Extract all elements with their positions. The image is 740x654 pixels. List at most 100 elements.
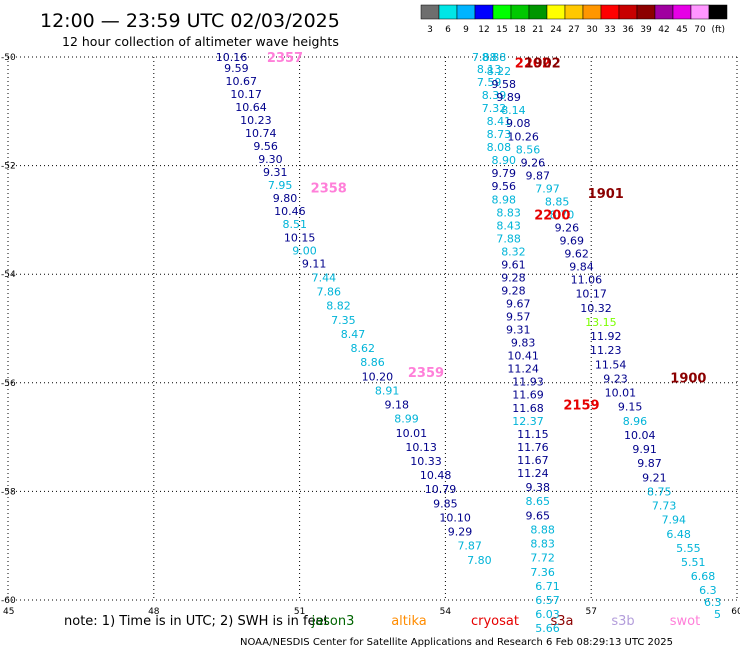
- colorbar-swatch: [438, 4, 458, 20]
- wave-height-point: 10.16: [216, 51, 248, 64]
- pass-time-label: 2159: [563, 399, 599, 414]
- y-tick-label: -54: [1, 270, 16, 280]
- wave-height-point: 6.71: [535, 580, 560, 593]
- wave-height-point: 8.98: [491, 193, 516, 206]
- wave-height-point: 8.56: [516, 143, 541, 156]
- wave-height-point: 9.11: [302, 257, 327, 270]
- wave-height-point: 12.37: [512, 415, 544, 428]
- wave-height-point: 7.80: [467, 554, 492, 567]
- wave-height-point: 9.56: [253, 140, 278, 153]
- wave-height-point: 13.15: [585, 316, 617, 329]
- wave-height-point: 9.84: [569, 261, 594, 274]
- wave-height-point: 11.15: [517, 428, 549, 441]
- wave-height-point: 11.54: [595, 358, 627, 371]
- footer-note: note: 1) Time is in UTC; 2) SWH is in fe…: [64, 614, 329, 629]
- wave-height-point: 9.38: [525, 481, 550, 494]
- colorbar-swatch: [492, 4, 512, 20]
- wave-height-point: 10.20: [362, 370, 394, 383]
- wave-height-point: 8.85: [545, 195, 570, 208]
- wave-height-point: 10.15: [284, 231, 316, 244]
- colorbar-tick-label: 21: [532, 25, 543, 35]
- axis-ticks: 45 48 51 54 57 60 -50 -52 -54 -56 -58 -60: [1, 53, 740, 617]
- wave-height-point: 7.73: [652, 500, 677, 513]
- wave-height-point: 10.74: [245, 127, 277, 140]
- wave-height-point: 7.59: [477, 76, 502, 89]
- map-grid: [7, 56, 738, 601]
- wave-height-point: 11.93: [512, 376, 544, 389]
- wave-height-point: 10.01: [605, 387, 637, 400]
- wave-height-point: 8.43: [496, 219, 521, 232]
- pass-time-label: 1901: [588, 187, 624, 202]
- wave-height-point: 8.70: [550, 208, 575, 221]
- colorbar-tick-label: 12: [478, 25, 489, 35]
- wave-height-point: 9.28: [501, 271, 526, 284]
- wave-height-point: 11.92: [590, 330, 622, 343]
- colorbar-swatch: [672, 4, 692, 20]
- wave-height-point: 9.59: [224, 62, 249, 75]
- colorbar-swatch: [618, 4, 638, 20]
- wave-height-point: 9.58: [491, 78, 516, 91]
- colorbar-tick-label: 6: [445, 25, 451, 35]
- wave-height-point: 8.65: [525, 495, 550, 508]
- colorbar-tick-label: 3: [427, 25, 433, 35]
- wave-height-point: 10.79: [425, 483, 457, 496]
- wave-height-point: 9.79: [491, 167, 516, 180]
- wave-height-point: 8.41: [487, 115, 512, 128]
- colorbar-unit: (ft): [711, 25, 725, 35]
- wave-height-point: 8.99: [394, 413, 419, 426]
- wave-height-point: 8.47: [341, 328, 366, 341]
- wave-height-point: 9.56: [491, 180, 516, 193]
- colorbar-swatch: [636, 4, 656, 20]
- chart-subtitle: 12 hour collection of altimeter wave hei…: [62, 34, 339, 49]
- mission-label-swot: swot: [670, 614, 700, 629]
- colorbar-swatch: [456, 4, 476, 20]
- wave-height-point: 9.21: [642, 471, 667, 484]
- pass-time-label: 2357: [267, 51, 303, 66]
- colorbar-swatch: [582, 4, 602, 20]
- y-tick-label: -50: [1, 53, 16, 63]
- colorbar-tick-label: 70: [694, 25, 706, 35]
- wave-height-point: 7.88: [472, 51, 497, 64]
- x-tick-label: 54: [440, 607, 452, 617]
- wave-height-point: 7.94: [662, 514, 687, 527]
- x-tick-label: 48: [148, 607, 160, 617]
- x-tick-label: 51: [294, 607, 305, 617]
- wave-height-point: 10.23: [240, 114, 272, 127]
- wave-height-point: 9.65: [525, 509, 550, 522]
- wave-height-point: 10.01: [396, 427, 428, 440]
- colorbar-tick-label: 18: [514, 25, 526, 35]
- x-tick-label: 60: [731, 607, 740, 617]
- wave-height-point: 8.14: [501, 104, 526, 117]
- mission-label-s3a: s3a: [550, 614, 573, 629]
- wave-height-point: 7.36: [530, 566, 555, 579]
- colorbar-swatch: [528, 4, 548, 20]
- wave-height-point: 6.57: [535, 594, 560, 607]
- wave-height-point: 5.66: [535, 622, 560, 635]
- wave-height-point: 8.88: [530, 523, 555, 536]
- wave-height-point: 8.62: [351, 342, 376, 355]
- y-tick-label: -56: [1, 379, 16, 389]
- wave-height-point: 7.88: [496, 232, 521, 245]
- colorbar-swatch: [510, 4, 530, 20]
- colorbar-swatch: [420, 4, 440, 20]
- wave-height-point: 10.17: [230, 88, 262, 101]
- wave-height-point: 11.67: [517, 454, 549, 467]
- mission-label-jason3: jason3: [311, 614, 355, 629]
- colorbar-tick-label: 27: [568, 25, 579, 35]
- wave-height-point: 10.13: [405, 441, 437, 454]
- wave-height-point: 9.08: [506, 117, 531, 130]
- wave-height-point: 5: [714, 608, 721, 621]
- colorbar-swatch: [708, 4, 728, 20]
- wave-height-point: 5.51: [681, 556, 706, 569]
- colorbar-tick-label: 30: [586, 25, 598, 35]
- wave-height-point: 8.91: [375, 384, 400, 397]
- wave-height-point: 10.10: [439, 511, 471, 524]
- wave-height-point: 10.46: [274, 205, 306, 218]
- wave-height-point: 8.90: [491, 154, 516, 167]
- wave-height-point: 8.83: [530, 538, 555, 551]
- colorbar-swatch: [654, 4, 674, 20]
- wave-height-point: 9.18: [385, 399, 410, 412]
- wave-height-point: 11.06: [571, 274, 603, 287]
